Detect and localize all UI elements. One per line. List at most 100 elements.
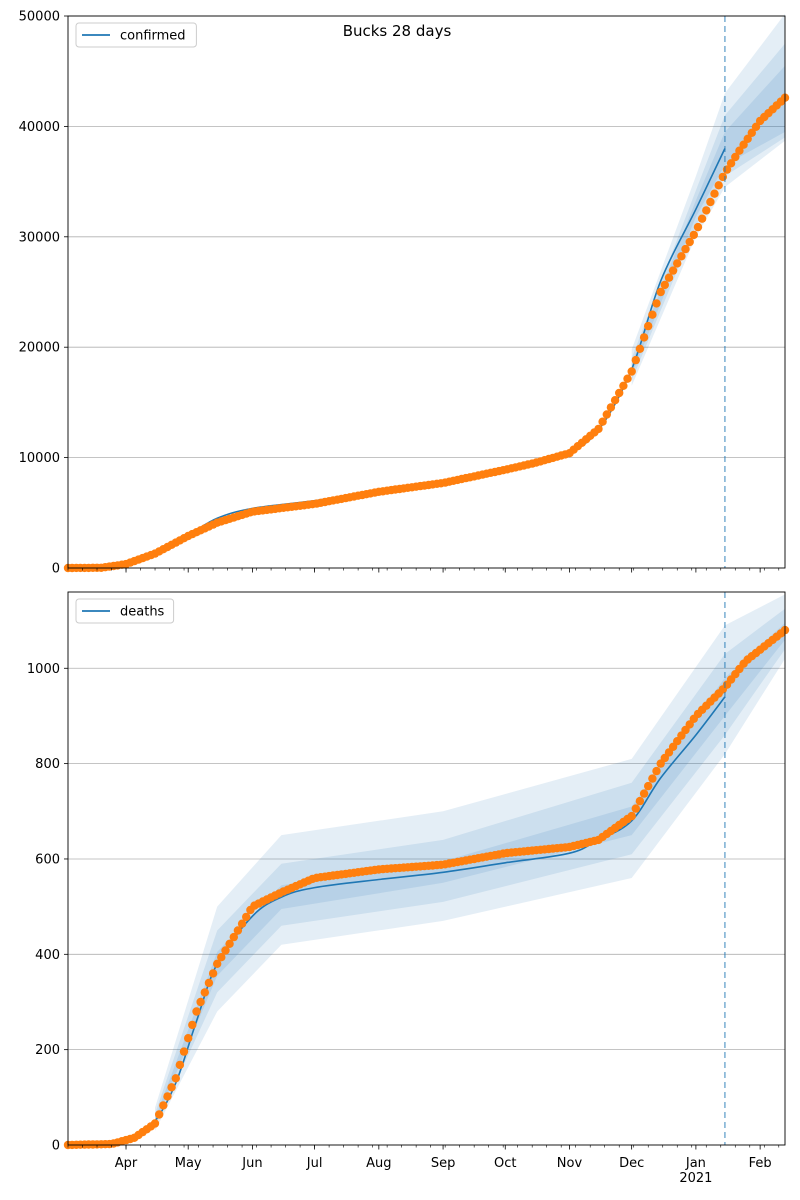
y-tick-label: 400 — [35, 948, 60, 963]
observed-point — [233, 926, 243, 935]
observed-point — [685, 237, 694, 247]
observed-point — [747, 128, 756, 137]
y-tick-label: 200 — [35, 1043, 60, 1058]
x-year-label: 2021 — [679, 1171, 712, 1186]
observed-point — [606, 403, 616, 412]
observed-point — [229, 932, 238, 942]
observed-point — [619, 381, 628, 390]
observed-point — [150, 1119, 160, 1128]
y-tick-label: 0 — [52, 1139, 60, 1154]
y-tick-label: 10000 — [19, 451, 60, 466]
observed-point — [660, 280, 669, 290]
observed-point — [731, 152, 740, 162]
axes-frame — [67, 15, 786, 569]
x-tick-label: May — [175, 1156, 202, 1171]
observed-point — [196, 997, 205, 1007]
x-tick-label: Jan — [685, 1156, 706, 1171]
observed-point — [631, 804, 640, 813]
observed-point — [664, 273, 674, 282]
observed-point — [627, 811, 636, 821]
observed-point — [242, 912, 251, 922]
observed-point — [644, 321, 653, 331]
y-tick-label: 30000 — [19, 230, 60, 245]
observed-point — [743, 134, 752, 143]
observed-point — [615, 388, 624, 398]
legend-box — [75, 598, 175, 624]
observed-point — [225, 939, 234, 948]
x-tick-label: Dec — [619, 1156, 644, 1171]
x-axis: Apr May Jun Jul Aug Sep Oct Nov Dec Jan Feb 2021 — [115, 1156, 772, 1186]
x-tick-label: Jun — [241, 1156, 262, 1171]
x-tick-label: Oct — [494, 1156, 516, 1171]
observed-point — [668, 266, 678, 275]
observed-point — [710, 189, 719, 198]
observed-point — [163, 1092, 172, 1101]
y-tick-label: 1000 — [27, 662, 60, 677]
observed-point — [221, 946, 230, 955]
observed-point — [171, 1074, 180, 1083]
x-tick-label: Aug — [366, 1156, 391, 1171]
observed-point — [167, 1083, 176, 1092]
y-tick-label: 50000 — [19, 10, 60, 25]
x-tick-label: Sep — [431, 1156, 456, 1171]
observed-point — [594, 424, 603, 434]
y-tick-label: 600 — [35, 852, 60, 867]
observed-point — [159, 1101, 168, 1110]
observed-point — [693, 222, 703, 232]
observed-point — [639, 333, 649, 342]
observed-point — [739, 140, 748, 149]
observed-point — [702, 206, 711, 215]
legend-box — [75, 22, 197, 48]
model-line — [67, 148, 726, 569]
y-tick-label: 0 — [52, 562, 60, 577]
observed-point — [204, 978, 214, 988]
figure-title: Bucks 28 days — [343, 22, 452, 40]
observed-point — [602, 410, 611, 419]
observed-point — [188, 1020, 197, 1030]
axes-frame — [67, 591, 786, 1146]
deaths-panel: 0 200 400 600 800 1000 deaths — [27, 591, 790, 1154]
observed-point — [677, 252, 686, 261]
observed-point — [635, 344, 645, 353]
legend: deaths — [75, 598, 175, 624]
observed-point — [656, 287, 665, 297]
legend-label: confirmed — [120, 29, 186, 44]
observed-point — [623, 374, 632, 383]
observed-point — [652, 299, 661, 308]
observed-point — [735, 146, 744, 155]
observed-point — [673, 259, 682, 268]
observed-point — [192, 1007, 201, 1016]
observed-point — [610, 396, 620, 405]
observed-point — [639, 789, 649, 798]
y-tick-label: 800 — [35, 757, 60, 772]
observed-point — [175, 1060, 185, 1070]
observed-point — [644, 781, 653, 791]
uncertainty-band — [155, 623, 785, 1124]
observed-point — [208, 969, 218, 978]
observed-point — [681, 244, 690, 254]
observed-point — [237, 919, 247, 928]
observed-point — [635, 796, 645, 806]
confirmed-panel: 0 10000 20000 30000 40000 50000 confirmed — [19, 10, 790, 577]
observed-point — [200, 988, 209, 997]
observed-point — [697, 214, 707, 223]
observed-point — [751, 122, 761, 131]
observed-point — [213, 959, 222, 968]
x-tick-label: Jul — [306, 1156, 323, 1171]
observed-point — [179, 1047, 189, 1056]
observed-point — [648, 310, 657, 319]
observed-point — [155, 1110, 164, 1119]
observed-point — [598, 417, 607, 426]
observed-point — [714, 181, 723, 190]
y-tick-label: 20000 — [19, 341, 60, 356]
observed-point — [648, 774, 657, 783]
x-tick-label: Nov — [557, 1156, 583, 1171]
observed-point — [184, 1034, 193, 1043]
x-tick-label: Apr — [115, 1156, 138, 1171]
observed-point — [652, 766, 661, 776]
y-tick-label: 40000 — [19, 120, 60, 135]
x-tick-label: Feb — [749, 1156, 772, 1171]
uncertainty-band — [631, 43, 785, 381]
observed-point — [631, 355, 640, 365]
